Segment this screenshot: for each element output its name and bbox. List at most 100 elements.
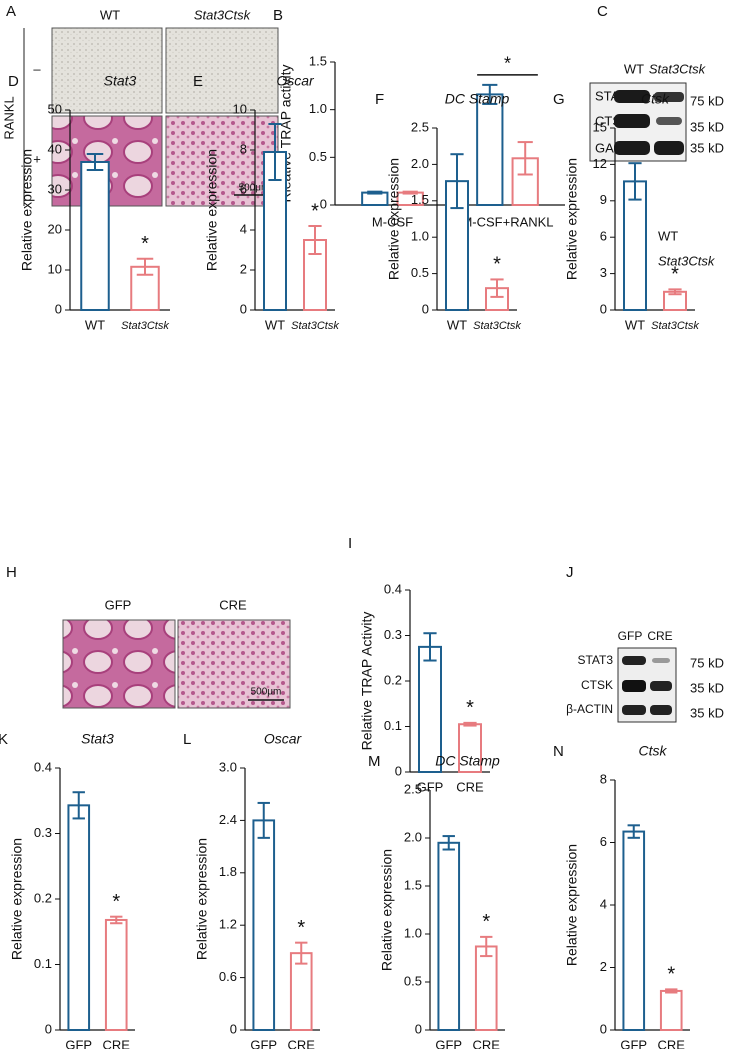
y-tick-label: 0 [422, 301, 429, 316]
chart-title: Ctsk [639, 743, 668, 759]
x-tick-label: CRE [103, 1037, 131, 1049]
x-tick-label: Stat3Ctsk [121, 320, 169, 332]
y-axis-label: Relative expression [19, 149, 35, 271]
micrograph [165, 115, 279, 207]
x-tick-label: Stat3Ctsk [473, 320, 521, 332]
y-tick-label: 0.6 [219, 969, 237, 984]
significance: * [493, 254, 501, 276]
row-label: – [33, 61, 41, 76]
y-tick-label: 0.1 [384, 718, 402, 733]
column-label: GFP [105, 597, 132, 612]
legend-label: WT [658, 228, 678, 243]
x-tick-label: Stat3Ctsk [291, 320, 339, 332]
y-tick-label: 0.3 [34, 825, 52, 840]
y-tick-label: 0.5 [309, 149, 327, 164]
significance: * [112, 891, 120, 913]
y-tick-label: 0.3 [384, 627, 402, 642]
band [614, 114, 650, 128]
legend: WT Stat3Ctsk [635, 228, 716, 268]
x-tick-label: GFP [65, 1037, 92, 1049]
y-tick-label: 30 [48, 181, 62, 196]
y-tick-label: 2.5 [411, 119, 429, 134]
y-tick-label: 0.1 [34, 956, 52, 971]
y-tick-label: 0 [240, 301, 247, 316]
panel-letter: J [566, 564, 574, 581]
significance: * [466, 697, 474, 719]
lane-label: WT [624, 61, 644, 76]
y-axis-label: Relative expression [564, 844, 580, 966]
protein-label: CTSK [581, 678, 613, 692]
significance: * [482, 911, 490, 933]
band [622, 680, 646, 692]
y-tick-label: 0.4 [384, 581, 402, 596]
x-tick-label: GFP [417, 779, 444, 794]
y-tick-label: 0.2 [34, 890, 52, 905]
panel-j: J GFP CRE STAT3 CTSK β-ACTIN 75 kD 35 kD… [566, 564, 724, 723]
band [614, 141, 650, 155]
protein-label: β-ACTIN [566, 702, 613, 716]
bar [474, 945, 498, 1031]
y-tick-label: 6 [600, 229, 607, 244]
y-tick-label: 2.4 [219, 812, 237, 827]
bar [104, 918, 128, 1032]
column-label: WT [100, 7, 120, 22]
y-axis-label: Relative expression [9, 838, 25, 960]
y-tick-label: 0 [600, 1021, 607, 1036]
y-tick-label: 1.2 [219, 917, 237, 932]
band [654, 92, 684, 102]
y-tick-label: 2.5 [404, 781, 422, 796]
x-tick-label: WT [625, 317, 645, 332]
lane-label: CRE [647, 629, 672, 643]
significance: * [671, 264, 679, 286]
chart-title: Stat3 [104, 73, 137, 89]
size-label: 35 kD [690, 705, 724, 720]
y-tick-label: 0 [395, 763, 402, 778]
x-tick-label: M-CSF+RANKL [461, 214, 553, 229]
y-tick-label: 1.0 [411, 229, 429, 244]
y-tick-label: 0 [320, 196, 327, 211]
band [652, 658, 670, 663]
y-tick-label: 0 [600, 301, 607, 316]
size-label: 35 kD [690, 680, 724, 695]
column-label: Stat3Ctsk [194, 7, 252, 22]
y-tick-label: 8 [600, 771, 607, 786]
y-tick-label: 0.5 [404, 973, 422, 988]
panel-c: C WT Stat3Ctsk STAT3 CTSK GAPDH 75 kD 35… [589, 3, 724, 162]
y-tick-label: 0 [45, 1021, 52, 1036]
x-tick-label: CRE [473, 1037, 501, 1049]
y-tick-label: 2.0 [404, 829, 422, 844]
y-tick-label: 4 [600, 896, 607, 911]
lane-label: Stat3Ctsk [649, 61, 707, 76]
y-tick-label: 4 [240, 221, 247, 236]
panel-letter: A [6, 3, 16, 20]
y-tick-label: 1.0 [404, 925, 422, 940]
y-axis-label: Relative TRAP Activity [359, 612, 375, 751]
chart-title: Stat3 [81, 731, 114, 747]
size-label: 75 kD [690, 655, 724, 670]
chart-title: DC Stamp [435, 753, 500, 769]
significance: * [504, 54, 511, 74]
y-tick-label: 0 [415, 1021, 422, 1036]
x-tick-label: WT [265, 317, 285, 332]
protein-label: STAT3 [577, 653, 613, 667]
panel-letter: M [368, 753, 381, 770]
bar [476, 93, 504, 206]
bar [67, 804, 91, 1032]
y-tick-label: 1.5 [309, 53, 327, 68]
significance: * [297, 917, 305, 939]
x-tick-label: GFP [250, 1037, 277, 1049]
x-tick-label: CRE [658, 1037, 686, 1049]
x-tick-label: GFP [435, 1037, 462, 1049]
size-label: 35 kD [690, 140, 724, 155]
y-tick-label: 6 [600, 834, 607, 849]
y-tick-label: 0 [55, 301, 62, 316]
column-label: CRE [219, 597, 247, 612]
y-tick-label: 0.5 [411, 265, 429, 280]
bar [437, 841, 461, 1031]
x-tick-label: CRE [456, 779, 484, 794]
y-tick-label: 1.8 [219, 864, 237, 879]
y-tick-label: 10 [48, 261, 62, 276]
y-tick-label: 15 [593, 119, 607, 134]
x-tick-label: GFP [620, 1037, 647, 1049]
